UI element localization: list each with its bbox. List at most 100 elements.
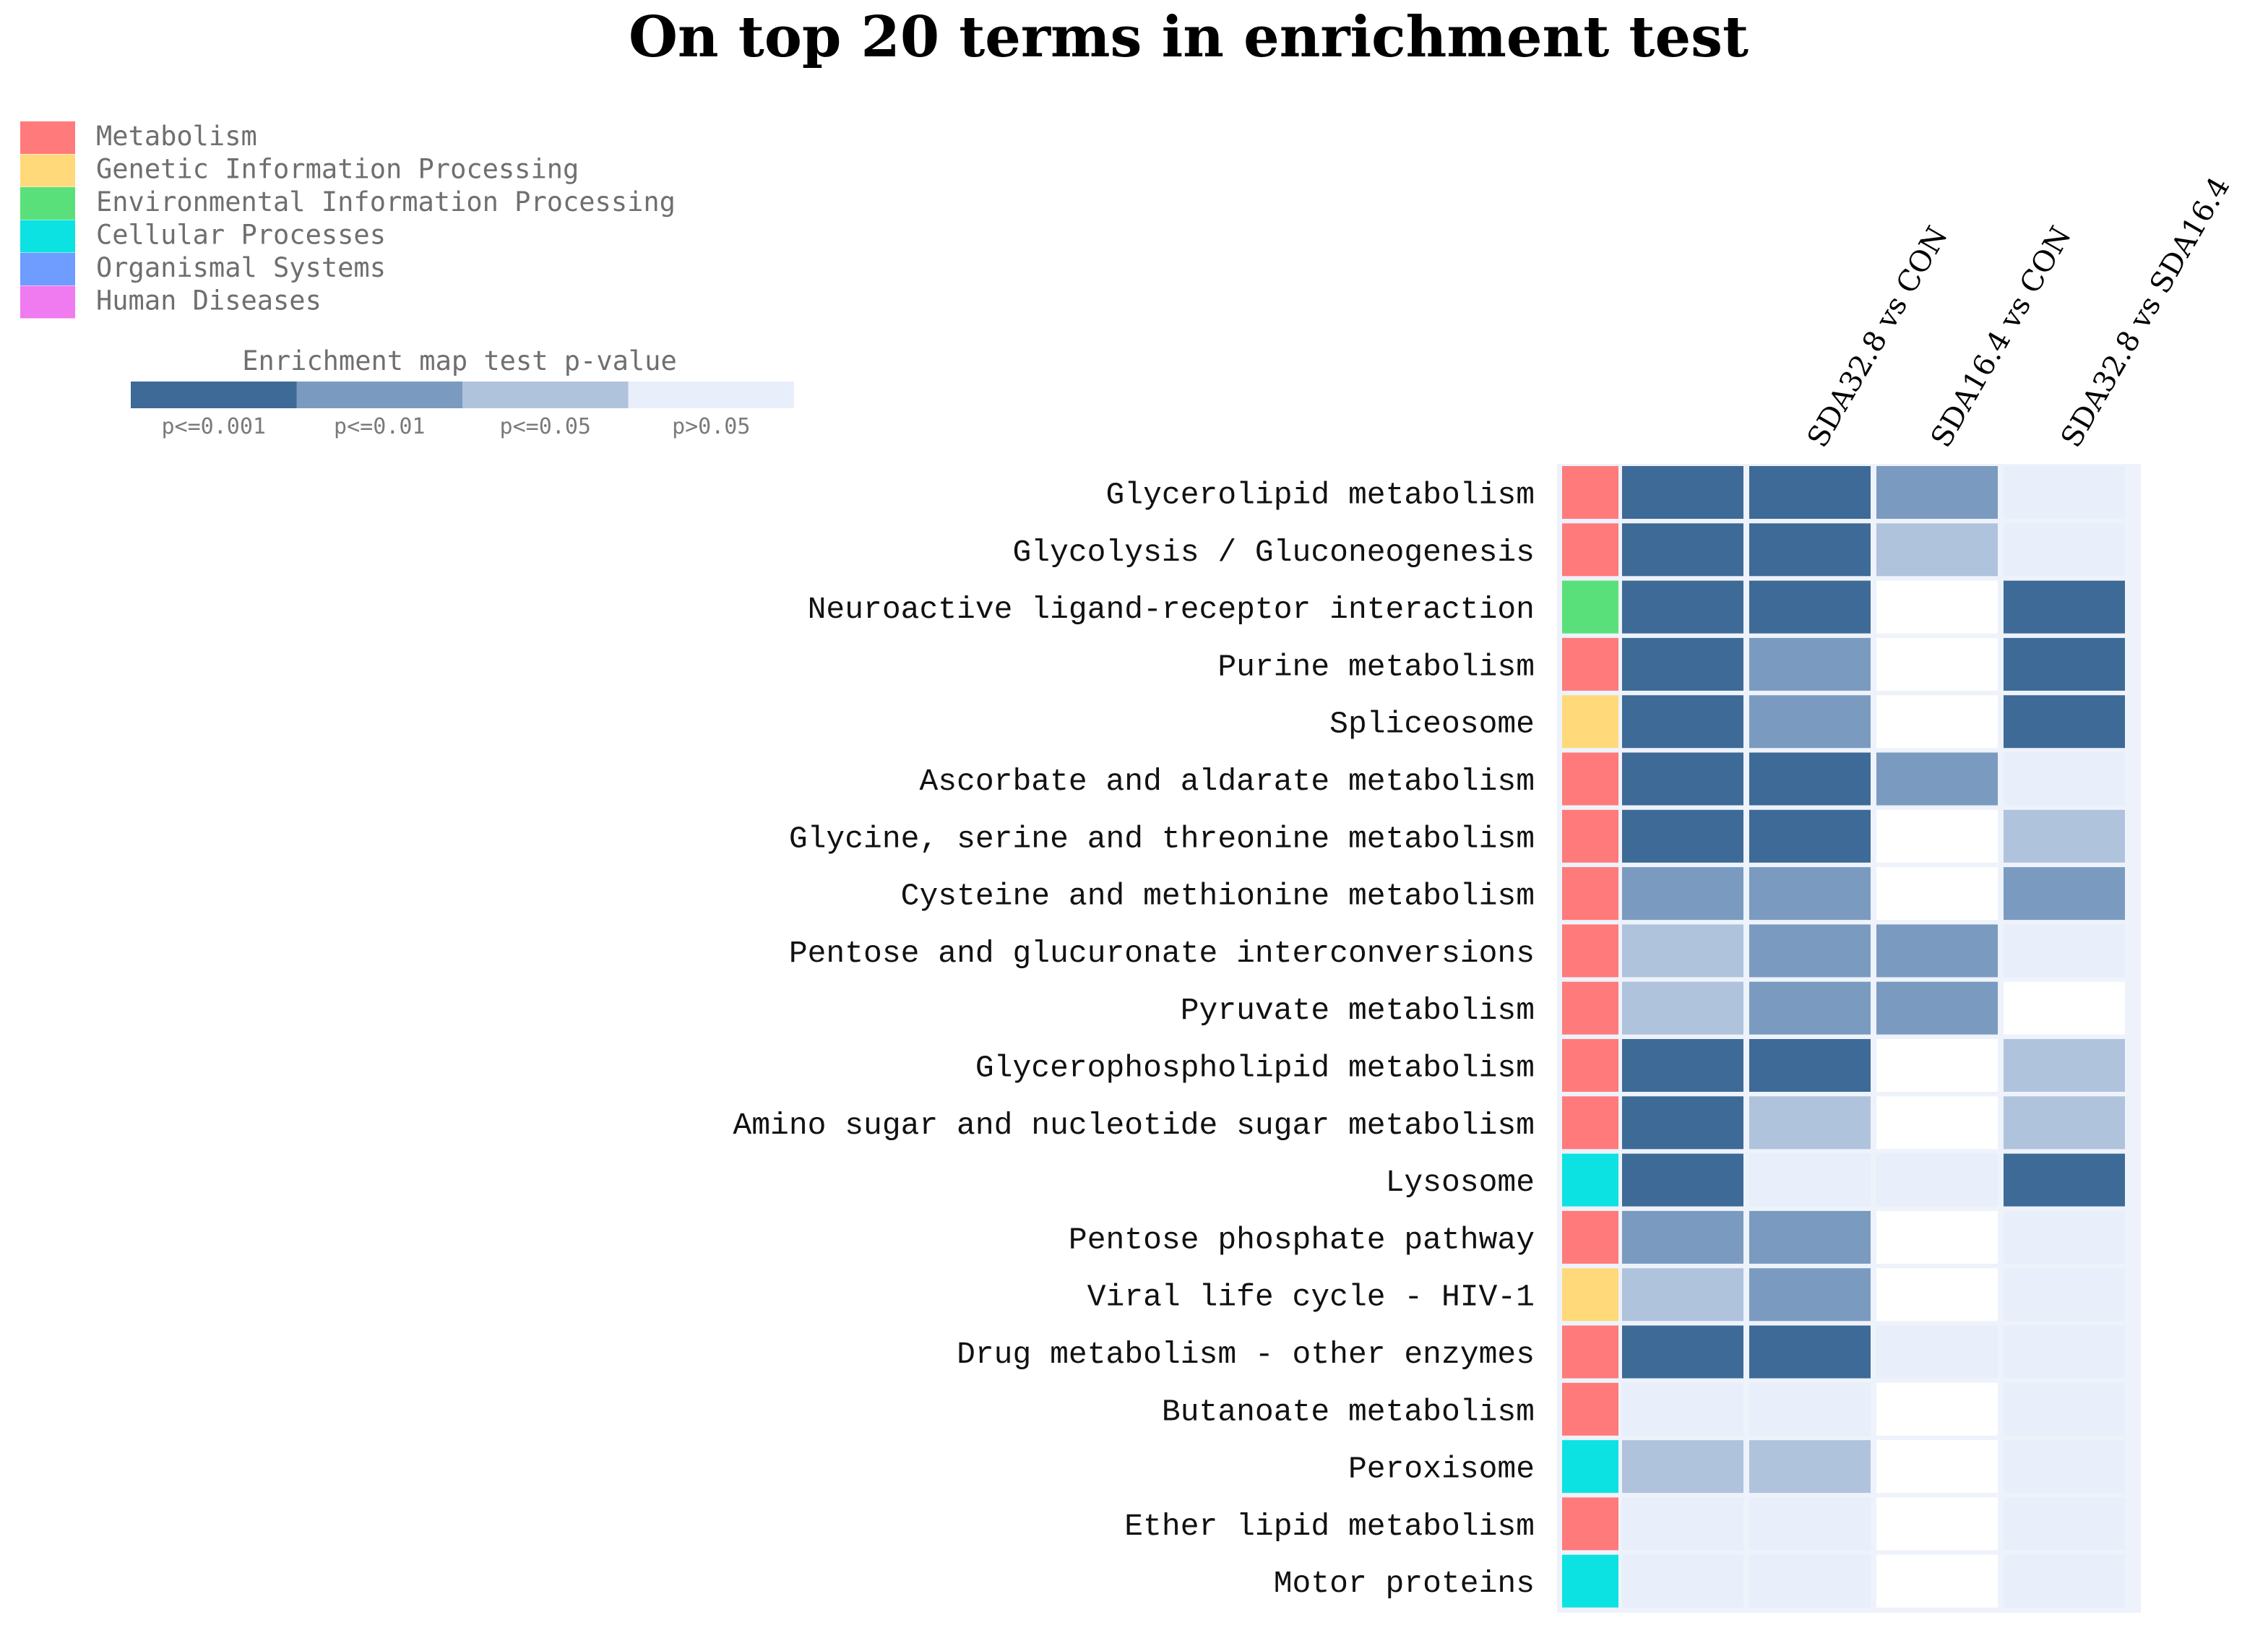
heatmap-cell-r9-c3 <box>1876 924 1998 978</box>
row-label-15: Viral life cycle - HIV-1 <box>1087 1280 1535 1315</box>
heatmap-cell-r6-c4 <box>2004 752 2125 806</box>
heatmap-cell-r17-c2 <box>1749 1382 1871 1436</box>
heatmap-cell-r10-c3 <box>1876 981 1998 1035</box>
heatmap-cell-r17-c1 <box>1622 1382 1743 1436</box>
heatmap-cell-r13-c3 <box>1876 1153 1998 1207</box>
pvalue-label-4: p>0.05 <box>672 414 750 439</box>
heatmap-cell-r4-c1 <box>1622 637 1743 691</box>
row-label-6: Ascorbate and aldarate metabolism <box>919 764 1535 799</box>
legend-swatch-2 <box>20 154 75 187</box>
legend-label-6: Human Diseases <box>96 285 322 316</box>
heatmap-cell-r8-c3 <box>1876 867 1998 921</box>
heatmap-cell-r12-c2 <box>1749 1096 1871 1150</box>
heatmap-cell-r1-c2 <box>1749 466 1871 519</box>
category-cell-15 <box>1562 1268 1618 1322</box>
category-cell-12 <box>1562 1096 1618 1150</box>
pvalue-legend-title: Enrichment map test p-value <box>242 345 676 376</box>
heatmap-cell-r13-c1 <box>1622 1153 1743 1207</box>
heatmap-cell-r13-c2 <box>1749 1153 1871 1207</box>
category-cell-6 <box>1562 752 1618 806</box>
heatmap-grid <box>1557 464 2141 1613</box>
category-cell-5 <box>1562 695 1618 749</box>
heatmap-cell-r16-c3 <box>1876 1325 1998 1379</box>
heatmap-cell-r8-c2 <box>1749 867 1871 921</box>
heatmap-cell-r14-c1 <box>1622 1210 1743 1264</box>
heatmap-cell-r2-c3 <box>1876 523 1998 577</box>
legend-label-4: Cellular Processes <box>96 220 386 251</box>
heatmap-cell-r20-c1 <box>1622 1554 1743 1608</box>
heatmap-cell-r12-c1 <box>1622 1096 1743 1150</box>
heatmap-cell-r6-c2 <box>1749 752 1871 806</box>
heatmap-cell-r19-c3 <box>1876 1497 1998 1551</box>
heatmap-cell-r15-c2 <box>1749 1268 1871 1322</box>
row-label-12: Amino sugar and nucleotide sugar metabol… <box>733 1108 1535 1143</box>
pvalue-legend: Enrichment map test p-value p<=0.001 p<=0.… <box>131 345 794 439</box>
legend-label-1: Metabolism <box>96 121 257 152</box>
pvalue-swatch-2 <box>296 382 462 408</box>
legend-swatch-3 <box>20 187 75 220</box>
heatmap-cell-r18-c2 <box>1749 1440 1871 1494</box>
heatmap-cell-r15-c1 <box>1622 1268 1743 1322</box>
heatmap-cell-r1-c1 <box>1622 466 1743 519</box>
heatmap-cell-r14-c4 <box>2004 1210 2125 1264</box>
heatmap-cell-r3-c1 <box>1622 580 1743 634</box>
heatmap-cell-r14-c3 <box>1876 1210 1998 1264</box>
category-cell-7 <box>1562 809 1618 863</box>
legend-swatch-1 <box>20 121 75 154</box>
category-cell-2 <box>1562 523 1618 577</box>
heatmap-cell-r11-c3 <box>1876 1039 1998 1092</box>
row-label-17: Butanoate metabolism <box>1162 1394 1535 1429</box>
heatmap-cell-r7-c4 <box>2004 809 2125 863</box>
heatmap-cell-r6-c1 <box>1622 752 1743 806</box>
legend-swatch-4 <box>20 220 75 253</box>
legend-label-5: Organismal Systems <box>96 252 386 283</box>
heatmap-cell-r17-c4 <box>2004 1382 2125 1436</box>
heatmap-cell-r5-c1 <box>1622 695 1743 749</box>
category-cell-1 <box>1562 466 1618 519</box>
category-cell-9 <box>1562 924 1618 978</box>
legend-label-3: Environmental Information Processing <box>96 186 676 217</box>
heatmap-cell-r16-c4 <box>2004 1325 2125 1379</box>
category-cell-3 <box>1562 580 1618 634</box>
row-label-16: Drug metabolism - other enzymes <box>957 1337 1535 1372</box>
category-cell-18 <box>1562 1440 1618 1494</box>
category-cell-4 <box>1562 637 1618 691</box>
heatmap-cell-r19-c2 <box>1749 1497 1871 1551</box>
heatmap-cell-r9-c1 <box>1622 924 1743 978</box>
category-cell-16 <box>1562 1325 1618 1379</box>
category-cell-20 <box>1562 1554 1618 1608</box>
legend-swatch-5 <box>20 253 75 285</box>
heatmap-cell-r11-c2 <box>1749 1039 1871 1092</box>
heatmap-cell-r2-c1 <box>1622 523 1743 577</box>
heatmap-cell-r9-c4 <box>2004 924 2125 978</box>
category-cell-10 <box>1562 981 1618 1035</box>
legend-swatch-6 <box>20 285 75 319</box>
row-label-19: Ether lipid metabolism <box>1124 1509 1535 1544</box>
heatmap-cell-r5-c3 <box>1876 695 1998 749</box>
pvalue-label-3: p<=0.05 <box>500 414 591 439</box>
row-label-3: Neuroactive ligand-receptor interaction <box>808 592 1535 627</box>
heatmap-cell-r12-c3 <box>1876 1096 1998 1150</box>
category-cell-13 <box>1562 1153 1618 1207</box>
heatmap-cell-r2-c2 <box>1749 523 1871 577</box>
pvalue-swatch-1 <box>131 382 297 408</box>
heatmap-cell-r11-c4 <box>2004 1039 2125 1092</box>
heatmap-cell-r1-c4 <box>2004 466 2125 519</box>
heatmap-cell-r15-c4 <box>2004 1268 2125 1322</box>
heatmap-cell-r20-c3 <box>1876 1554 1998 1608</box>
pvalue-swatch-4 <box>628 382 794 408</box>
heatmap-cell-r2-c4 <box>2004 523 2125 577</box>
category-cell-17 <box>1562 1382 1618 1436</box>
row-label-7: Glycine, serine and threonine metabolism <box>789 821 1535 856</box>
heatmap-cell-r3-c4 <box>2004 580 2125 634</box>
heatmap-cell-r18-c4 <box>2004 1440 2125 1494</box>
heatmap-cell-r3-c3 <box>1876 580 1998 634</box>
heatmap-cell-r8-c4 <box>2004 867 2125 921</box>
heatmap-cell-r11-c1 <box>1622 1039 1743 1092</box>
legend-label-2: Genetic Information Processing <box>96 154 579 185</box>
heatmap-cell-r4-c2 <box>1749 637 1871 691</box>
heatmap-cell-r19-c4 <box>2004 1497 2125 1551</box>
heatmap-cell-r17-c3 <box>1876 1382 1998 1436</box>
heatmap-cell-r19-c1 <box>1622 1497 1743 1551</box>
pvalue-label-2: p<=0.01 <box>334 414 425 439</box>
